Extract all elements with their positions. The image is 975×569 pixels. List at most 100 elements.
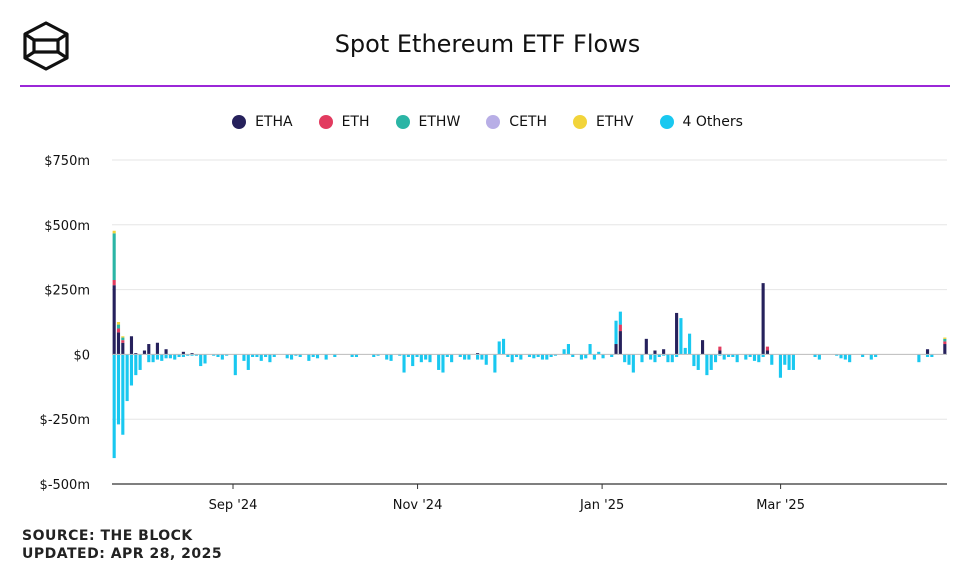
y-tick-label: $250m — [44, 284, 90, 299]
bar-segment — [579, 354, 583, 360]
legend-label: ETHW — [418, 114, 461, 130]
bar-segment — [640, 354, 644, 363]
bar-segment — [121, 337, 125, 341]
bar-segment — [428, 354, 432, 363]
legend-item[interactable]: 4 Others — [659, 114, 743, 130]
y-tick-label: $0 — [73, 348, 90, 363]
legend-swatch — [232, 115, 247, 129]
bar-segment — [155, 354, 159, 360]
bar-segment — [259, 354, 263, 361]
bar-segment — [121, 342, 125, 355]
bar-segment — [419, 354, 423, 363]
bar-segment — [190, 353, 194, 355]
bar-segment — [770, 354, 774, 365]
bar-segment — [553, 354, 558, 356]
bar-segment — [813, 354, 817, 357]
bar-segment — [289, 354, 294, 360]
bar-segment — [631, 354, 635, 373]
bar-segment — [406, 354, 410, 357]
legend-swatch — [659, 115, 674, 129]
bar-segment — [519, 354, 523, 360]
bar-segment — [121, 340, 125, 343]
bar-segment — [437, 354, 441, 370]
bar-segment — [765, 350, 770, 355]
title-divider — [20, 85, 950, 87]
bar-segment — [917, 354, 921, 363]
bar-segment — [424, 354, 428, 360]
bar-segment — [385, 354, 389, 360]
bar-segment — [467, 354, 471, 360]
legend-item[interactable]: ETHA — [232, 114, 293, 130]
bar-segment — [943, 341, 947, 345]
bar-segment — [177, 354, 181, 357]
bar-segment — [398, 354, 402, 356]
bar-segment — [112, 230, 116, 234]
x-tick-label: Sep '24 — [209, 498, 258, 513]
legend-item[interactable]: ETH — [318, 114, 370, 130]
bar-segment — [644, 338, 648, 355]
bar-segment — [389, 354, 393, 361]
bar-segment — [765, 346, 770, 351]
bar-segment — [869, 354, 873, 360]
legend-item[interactable]: ETHV — [573, 114, 634, 130]
bar-segment — [592, 354, 596, 360]
legend-swatch — [395, 115, 410, 129]
bar-segment — [618, 331, 622, 355]
bar-segment — [532, 354, 536, 359]
bar-segment — [783, 354, 787, 365]
bar-segment — [129, 336, 134, 355]
the-block-logo-icon — [23, 21, 69, 71]
bar-segment — [943, 344, 947, 355]
bar-segment — [614, 344, 618, 355]
bar-segment — [173, 354, 177, 360]
bar-segment — [212, 354, 216, 356]
legend-item[interactable]: ETHW — [395, 114, 461, 130]
chart-legend: ETHA ETH ETHW CETH ETHV 4 Others — [0, 114, 975, 130]
bar-segment — [116, 322, 121, 325]
bar-segment — [251, 354, 255, 357]
bar-segment — [540, 354, 545, 360]
legend-label: 4 Others — [682, 114, 743, 130]
bar-segment — [194, 354, 198, 356]
bar-segment — [752, 354, 757, 361]
bar-segment — [199, 354, 203, 367]
bar-segment — [220, 354, 224, 360]
chart-footer: SOURCE: THE BLOCK UPDATED: APR 28, 2025 — [22, 527, 222, 563]
y-tick-label: $750m — [44, 154, 90, 169]
bar-segment — [402, 354, 406, 373]
bar-segment — [701, 340, 705, 355]
bar-segment — [649, 354, 653, 360]
bar-segment — [597, 351, 601, 355]
bar-segment — [731, 354, 735, 357]
legend-label: CETH — [509, 114, 547, 130]
bar-segment — [675, 354, 679, 357]
bar-segment — [614, 320, 618, 345]
bar-segment — [670, 354, 674, 363]
bar-segment — [233, 354, 237, 376]
bar-segment — [112, 285, 116, 355]
bar-segment — [705, 354, 709, 376]
legend-item[interactable]: CETH — [486, 114, 547, 130]
bar-segment — [501, 338, 506, 355]
legend-swatch — [318, 115, 333, 129]
bar-segment — [151, 354, 155, 363]
updated-note: UPDATED: APR 28, 2025 — [22, 546, 223, 562]
bar-segment — [713, 354, 718, 363]
chart-title: Spot Ethereum ETF Flows — [334, 30, 641, 58]
bar-segment — [324, 354, 328, 360]
bar-segment — [147, 344, 151, 355]
bar-segment — [601, 354, 605, 359]
bar-segment — [943, 337, 947, 339]
bar-segment — [718, 354, 722, 356]
bar-segment — [116, 354, 121, 425]
legend-label: ETH — [341, 114, 370, 130]
legend-swatch — [573, 115, 587, 129]
bar-segment — [112, 233, 116, 281]
bar-segment — [307, 354, 311, 361]
bar-segment — [125, 354, 129, 402]
bar-segment — [514, 354, 519, 357]
bar-segment — [610, 354, 614, 357]
bar-segment — [272, 354, 276, 357]
bar-segment — [458, 354, 462, 357]
bar-segment — [718, 346, 722, 351]
